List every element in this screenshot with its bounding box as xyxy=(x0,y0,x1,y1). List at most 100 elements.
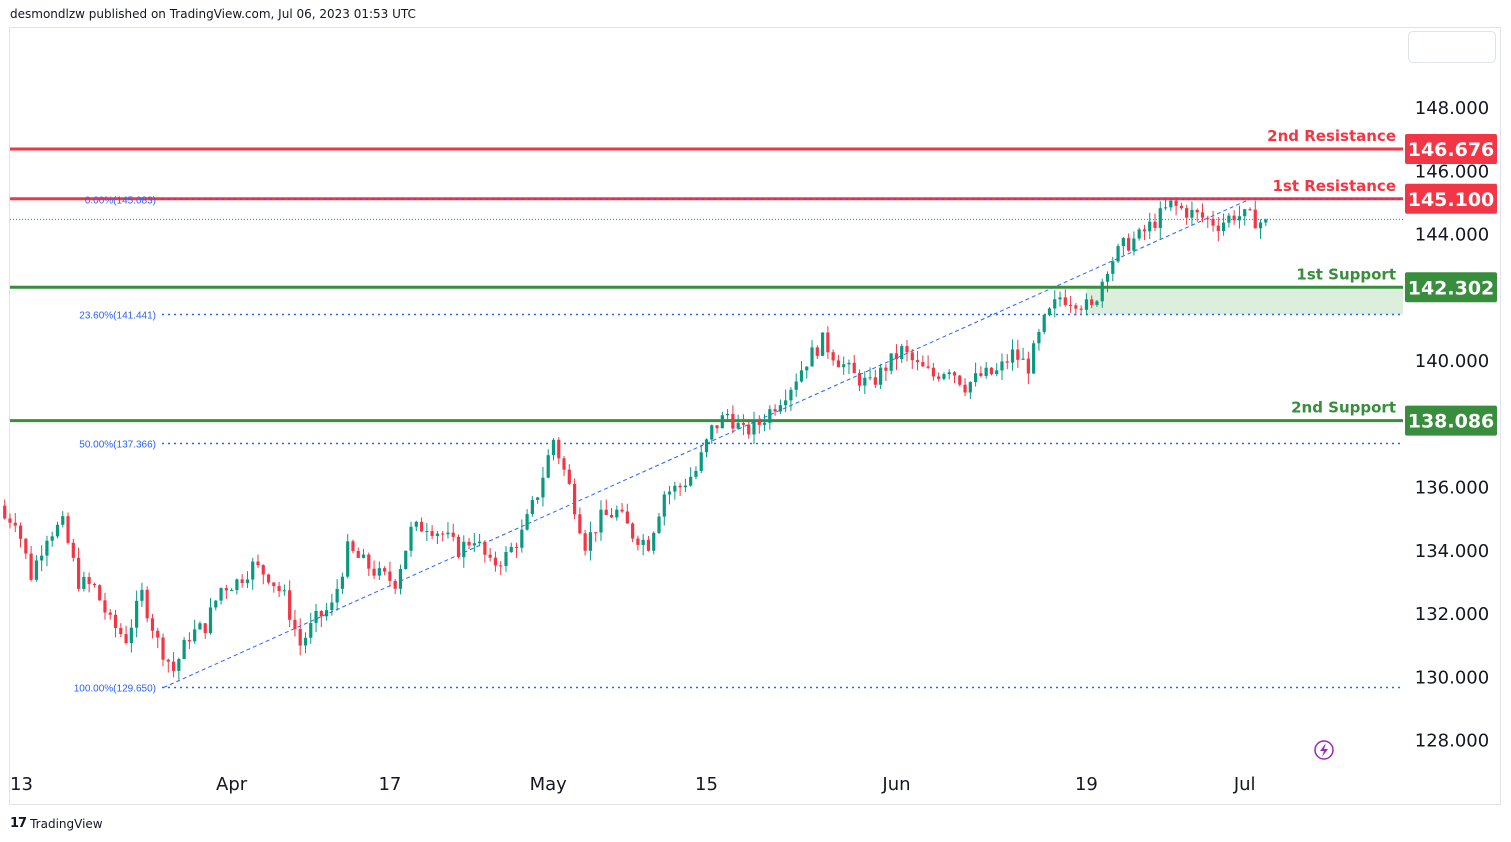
candle-body xyxy=(1095,301,1099,305)
candle-body xyxy=(330,602,334,611)
candle-body xyxy=(836,360,841,368)
candle-body xyxy=(915,360,920,363)
candle-body xyxy=(1169,200,1173,208)
candle-body xyxy=(1137,229,1141,239)
candle-body xyxy=(377,568,381,576)
candle-body xyxy=(1068,304,1073,306)
candle-body xyxy=(879,367,883,385)
candle-body xyxy=(683,485,687,488)
candle-body xyxy=(768,409,772,423)
candle-body xyxy=(361,554,366,558)
candle-body xyxy=(747,424,751,435)
candle-body xyxy=(641,539,645,545)
candle-body xyxy=(124,634,128,644)
candle-body xyxy=(419,521,424,532)
candle-body xyxy=(324,610,329,617)
candle-body xyxy=(240,579,244,584)
candle-body xyxy=(752,419,756,435)
candle-body xyxy=(1206,217,1210,219)
resistance-level-name: 1st Resistance xyxy=(1272,177,1396,195)
candle-body xyxy=(256,561,260,566)
candle-body xyxy=(499,565,503,567)
candle-body xyxy=(726,413,730,416)
chart-frame[interactable] xyxy=(9,27,1501,805)
candle-body xyxy=(1127,238,1131,251)
candle-body xyxy=(694,470,698,477)
candle-body xyxy=(847,362,851,365)
candle-body xyxy=(609,514,614,518)
candle-body xyxy=(1074,305,1078,309)
candle-body xyxy=(303,637,308,646)
publish-info: desmondlzw published on TradingView.com,… xyxy=(10,7,416,21)
fib-level-label: 0.00%(145.083) xyxy=(85,195,156,206)
support-zone xyxy=(1086,287,1403,315)
candle-body xyxy=(968,382,972,393)
candle-body xyxy=(1084,299,1089,310)
candle-body xyxy=(937,376,941,379)
candle-body xyxy=(351,541,355,552)
support-price-tag xyxy=(1405,405,1497,436)
x-tick-label: Jun xyxy=(881,774,910,795)
candle-body xyxy=(1063,297,1067,305)
candle-body xyxy=(789,389,793,401)
candle-body xyxy=(488,554,492,558)
candle-body xyxy=(530,499,534,515)
candle-body xyxy=(572,483,577,515)
candle-body xyxy=(1216,225,1220,232)
candle-body xyxy=(66,516,70,543)
candle-body xyxy=(24,538,28,554)
candle-body xyxy=(372,568,376,576)
candle-body xyxy=(425,531,429,533)
candle-body xyxy=(13,522,17,526)
candle-body xyxy=(1000,361,1004,371)
candle-body xyxy=(974,373,978,383)
candle-body xyxy=(356,551,360,558)
candle-body xyxy=(805,366,809,371)
candle-body xyxy=(314,610,318,623)
candle-body xyxy=(166,659,170,662)
candle-body xyxy=(1132,238,1136,251)
candle-body xyxy=(979,373,983,376)
candle-body xyxy=(831,352,835,361)
candle-body xyxy=(1090,299,1094,305)
candle-body xyxy=(462,541,466,558)
candle-body xyxy=(1042,314,1046,332)
candle-body xyxy=(71,542,75,558)
y-tick-label: 134.000 xyxy=(1415,541,1489,562)
y-tick-label: 128.000 xyxy=(1415,731,1489,752)
candle-body xyxy=(87,576,91,584)
tradingview-logo[interactable]: 17 TradingView xyxy=(10,816,103,831)
candle-body xyxy=(435,533,439,536)
x-tick-label: Jul xyxy=(1233,774,1256,795)
candle-body xyxy=(430,531,434,536)
candle-body xyxy=(820,332,825,356)
candle-body xyxy=(757,419,761,425)
candle-body xyxy=(958,375,962,385)
candle-body xyxy=(741,423,746,425)
candle-body xyxy=(673,485,677,492)
chart-settings-box[interactable] xyxy=(1408,31,1496,63)
candle-body xyxy=(509,546,513,553)
candle-body xyxy=(245,579,250,584)
y-tick-label: 130.000 xyxy=(1415,667,1489,688)
candle-body xyxy=(282,590,286,592)
candle-body xyxy=(826,332,830,353)
candle-body xyxy=(594,532,598,534)
candle-body xyxy=(224,588,228,591)
candle-body xyxy=(1258,222,1263,229)
candle-body xyxy=(699,452,703,471)
candle-body xyxy=(1185,208,1189,218)
candle-body xyxy=(230,589,234,591)
candle-body xyxy=(625,511,629,524)
lightning-icon xyxy=(1314,740,1334,760)
candle-body xyxy=(736,423,740,429)
candle-body xyxy=(414,521,418,527)
candle-body xyxy=(319,610,323,617)
candle-body xyxy=(931,367,935,377)
candle-body xyxy=(1221,222,1226,232)
candle-body xyxy=(187,640,192,642)
tradingview-icon: 17 xyxy=(10,816,27,831)
candle-body xyxy=(762,422,767,425)
candle-body xyxy=(646,539,651,551)
